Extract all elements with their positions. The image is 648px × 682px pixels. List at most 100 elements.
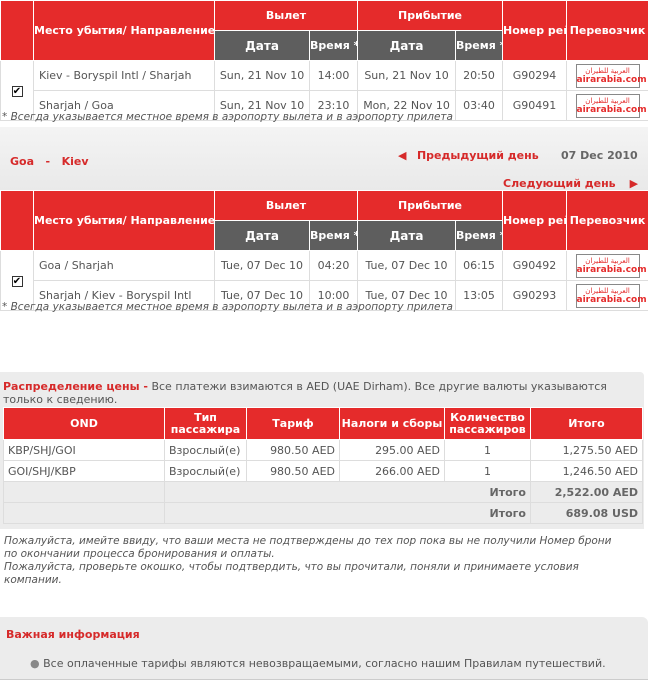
taxes-header: Налоги и сборы (339, 407, 445, 440)
carrier-cell: العربية للطيران airarabia.com (566, 250, 648, 281)
departure-header: Вылет (213, 190, 359, 221)
important-info-box: Важная информация ● Все оплаченные тариф… (0, 617, 648, 680)
arr-time: 06:15 (455, 250, 504, 281)
select-header (0, 0, 34, 61)
arr-time-header: Время * (455, 220, 504, 251)
carrier-cell: العربية للطيران airarabia.com (566, 280, 648, 311)
place-header: Место убытия/ Направление (33, 0, 215, 61)
total-header: Итого (530, 407, 643, 440)
flight-number: G90492 (502, 250, 568, 281)
flight-number-header: Номер рейса (502, 0, 568, 61)
pax-count: 1 (444, 460, 531, 482)
price-intro: Распределение цены - Все платежи взимают… (3, 380, 607, 406)
arr-date: Sun, 21 Nov 10 (357, 60, 457, 91)
return-checkbox[interactable]: ✔ (11, 276, 23, 287)
flight-row: Sharjah / Kiev - Boryspil Intl Tue, 07 De… (1, 280, 648, 311)
note: Пожалуйста, имейте ввиду, что ваши места… (4, 535, 612, 560)
dep-date-header: Дата (214, 220, 310, 251)
arr-date: Tue, 07 Dec 10 (357, 280, 457, 311)
select-header (0, 190, 34, 251)
flight-row: ✔ Kiev - Boryspil Intl / Sharjah Sun, 21 N… (0, 60, 648, 121)
taxes: 295.00 AED (339, 439, 445, 461)
flight-row: ✔ Goa / Sharjah Tue, 07 Dec 10 04:20 Tue, 07… (0, 250, 648, 311)
dep-time: 14:00 (308, 60, 359, 91)
departure-header: Вылет (213, 0, 359, 31)
outbound-checkbox[interactable]: ✔ (11, 86, 23, 97)
total-row: Итого 2,522.00 AED (3, 481, 643, 503)
total-label: Итого (164, 502, 531, 524)
important-item: ● Все оплаченные тарифы являются невозвр… (30, 657, 606, 670)
dep-date: Sun, 21 Nov 10 (214, 90, 310, 121)
return-flights-table: Место убытия/ Направление Вылет Прибытие Но… (0, 190, 648, 311)
dep-date-header: Дата (214, 30, 310, 61)
airarabia-logo: العربية للطيران airarabia.com (575, 63, 647, 88)
arr-date-header: Дата (357, 220, 457, 251)
selected-date: 07 Dec 2010 (561, 149, 638, 162)
price-row: KBP/SHJ/GOI Взрослый(е) 980.50 AED 295.00 A… (3, 439, 643, 461)
total: 1,246.50 AED (530, 460, 643, 482)
total-row: Итого 689.08 USD (3, 502, 643, 524)
prev-day-link[interactable]: ◀ Предыдущий день (398, 149, 539, 162)
dep-time: 04:20 (308, 250, 359, 281)
place: Kiev - Boryspil Intl / Sharjah (33, 60, 215, 91)
dep-time: 10:00 (308, 280, 359, 311)
total-label: Итого (164, 481, 531, 503)
arr-date: Mon, 22 Nov 10 (357, 90, 457, 121)
carrier-header: Перевозчик (566, 190, 648, 251)
dep-date: Tue, 07 Dec 10 (214, 250, 310, 281)
next-day-link[interactable]: Следующий день ▶ (503, 177, 639, 190)
important-title: Важная информация (6, 628, 140, 641)
bullet-icon: ● (30, 657, 40, 670)
place: Sharjah / Kiev - Boryspil Intl (33, 280, 215, 311)
ond: GOI/SHJ/KBP (3, 460, 165, 482)
select-cell: ✔ (0, 60, 34, 121)
arrow-left-icon: ◀ (398, 149, 407, 162)
arrival-header: Прибытие (357, 0, 504, 31)
dep-time-header: Время * (308, 220, 359, 251)
return-route: Goa - Kiev (10, 155, 89, 168)
total: 1,275.50 AED (530, 439, 643, 461)
total-aed: 2,522.00 AED (530, 481, 643, 503)
pax-type: Взрослый(е) (164, 460, 247, 482)
place: Goa / Sharjah (33, 250, 215, 281)
ond: KBP/SHJ/GOI (3, 439, 165, 461)
pax-type-header: Тип пассажира (164, 407, 247, 440)
dep-time-header: Время * (308, 30, 359, 61)
time-footnote: * Всегда указывается местное время в аэр… (2, 301, 453, 313)
fare-header: Тариф (246, 407, 340, 440)
arr-date: Tue, 07 Dec 10 (357, 250, 457, 281)
pax-count: 1 (444, 439, 531, 461)
ond-header: OND (3, 407, 165, 440)
arr-time-header: Время * (455, 30, 504, 61)
carrier-cell: العربية للطيران airarabia.com (566, 90, 648, 121)
arr-time: 13:05 (455, 280, 504, 311)
arr-time: 20:50 (455, 60, 504, 91)
note: Пожалуйста, проверьте окошко, чтобы подт… (4, 561, 579, 586)
return-header-band: Goa - Kiev ◀ Предыдущий день 07 Dec 2010… (0, 127, 648, 190)
flight-row: Sharjah / Goa Sun, 21 Nov 10 23:10 Mon, 22 … (1, 90, 648, 121)
outbound-flights-table: Место убытия/ Направление Вылет Прибытие Но… (0, 0, 648, 121)
airarabia-logo: العربية للطيران airarabia.com (575, 253, 647, 278)
carrier-cell: العربية للطيران airarabia.com (566, 60, 648, 91)
flight-number: G90491 (502, 90, 568, 121)
arr-time: 03:40 (455, 90, 504, 121)
empty-cell (3, 481, 165, 503)
flight-number-header: Номер рейса (502, 190, 568, 251)
dep-time: 23:10 (308, 90, 359, 121)
place: Sharjah / Goa (33, 90, 215, 121)
airarabia-logo: العربية للطيران airarabia.com (575, 283, 647, 308)
total-usd: 689.08 USD (530, 502, 643, 524)
place-header: Место убытия/ Направление (33, 190, 215, 251)
fare: 980.50 AED (246, 460, 340, 482)
taxes: 266.00 AED (339, 460, 445, 482)
pax-type: Взрослый(е) (164, 439, 247, 461)
price-row: GOI/SHJ/KBP Взрослый(е) 980.50 AED 266.00 A… (3, 460, 643, 482)
flight-number: G90293 (502, 280, 568, 311)
fare: 980.50 AED (246, 439, 340, 461)
time-footnote: * Всегда указывается местное время в аэр… (2, 111, 453, 123)
arrival-header: Прибытие (357, 190, 504, 221)
price-table: OND Тип пассажира Тариф Налоги и сборы Колич… (3, 407, 643, 524)
dep-date: Tue, 07 Dec 10 (214, 280, 310, 311)
empty-cell (3, 502, 165, 524)
dep-date: Sun, 21 Nov 10 (214, 60, 310, 91)
